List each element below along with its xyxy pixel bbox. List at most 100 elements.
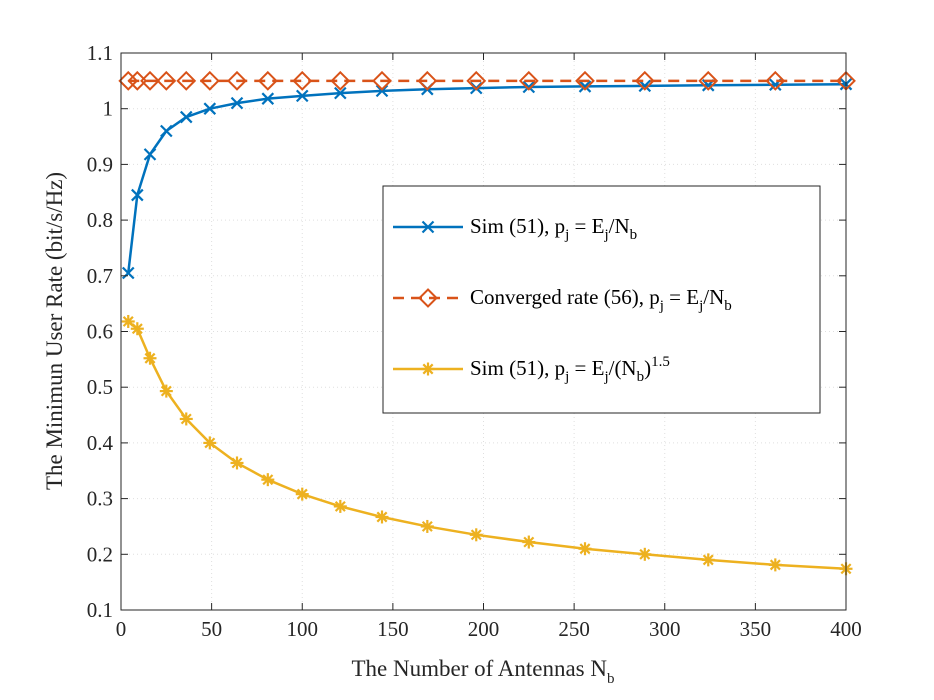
legend-label-converged: Converged rate (56), pj = Ej/Nb <box>470 285 732 314</box>
data-point-sim-power <box>522 535 536 549</box>
asterisk-marker-stroke <box>180 413 192 425</box>
x-marker-stroke <box>334 86 347 100</box>
data-point-converged <box>330 70 351 91</box>
data-point-sim-equal <box>121 266 135 280</box>
tick-labels: 0 50 100 150 200 250 300 350 400 0.1 0.2 0.3 0.4 0.5 0… <box>87 41 862 641</box>
data-point-sim-equal <box>522 80 536 94</box>
data-point-sim-power <box>203 436 217 450</box>
x-tick-label: 350 <box>740 617 772 641</box>
diamond-marker-shape <box>140 70 160 91</box>
y-tick-label: 0.5 <box>87 375 113 399</box>
data-point-converged <box>518 70 539 91</box>
diamond-marker-shape <box>466 70 487 91</box>
x-tick-label: 250 <box>558 617 590 641</box>
legend-marker-sim-power <box>421 362 435 376</box>
data-point-sim-power <box>701 553 715 567</box>
data-point-converged <box>417 70 438 91</box>
data-point-sim-power <box>143 351 157 365</box>
diamond-marker-shape <box>292 70 313 91</box>
data-point-sim-power <box>130 322 144 336</box>
data-point-converged <box>140 70 160 91</box>
ticks <box>120 52 847 611</box>
data-point-sim-equal <box>143 148 157 161</box>
diamond-marker-shape <box>330 70 351 91</box>
y-tick-label: 0.6 <box>87 320 113 344</box>
data-point-sim-power <box>230 456 244 470</box>
data-point-sim-power <box>420 519 434 533</box>
asterisk-marker-stroke <box>422 363 434 375</box>
asterisk-marker-stroke <box>769 559 781 571</box>
data-point-sim-equal <box>578 80 592 93</box>
x-tick-label: 100 <box>287 617 319 641</box>
data-point-sim-equal <box>295 89 309 103</box>
diamond-marker-shape <box>418 288 438 308</box>
data-point-converged <box>292 70 313 91</box>
x-marker-stroke <box>121 266 135 280</box>
x-tick-label: 400 <box>830 617 862 641</box>
data-point-sim-power <box>469 528 483 542</box>
data-point-sim-equal <box>334 86 347 100</box>
asterisk-marker-stroke <box>296 488 308 500</box>
data-point-converged <box>199 70 220 91</box>
diamond-marker-shape <box>227 70 247 91</box>
asterisk-marker-stroke <box>231 457 243 469</box>
data-point-sim-equal <box>203 102 217 115</box>
data-point-sim-power <box>261 473 275 487</box>
legend-subscript: j <box>659 298 664 314</box>
y-tick-label: 0.2 <box>87 542 113 566</box>
legend-text-main: Converged rate (56), p <box>470 285 660 309</box>
legend-subscript: j <box>698 298 703 314</box>
legend-superscript: 1.5 <box>651 354 670 370</box>
legend-text-main: Sim (51), p <box>470 214 565 238</box>
diamond-marker-shape <box>575 70 595 91</box>
x-marker-stroke <box>179 110 193 124</box>
x-axis-label: The Number of Antennas Nb <box>352 656 615 687</box>
data-point-sim-power <box>121 314 135 328</box>
x-marker-stroke <box>261 92 275 105</box>
data-point-converged <box>176 70 197 91</box>
legend-marker-sim-equal <box>421 220 435 234</box>
legend-text-mid: = E <box>569 356 604 380</box>
data-point-sim-equal <box>375 84 389 98</box>
legend-subscript: j <box>603 227 608 243</box>
y-axis-label: The Minimun User Rate (bit/s/Hz) <box>42 172 67 490</box>
asterisk-marker-stroke <box>262 474 274 486</box>
x-marker-stroke <box>131 188 144 202</box>
asterisk-marker-stroke <box>122 316 134 327</box>
diamond-marker-shape <box>417 70 438 91</box>
diamond-marker-shape <box>634 70 655 91</box>
data-point-sim-equal <box>638 79 652 93</box>
asterisk-marker-stroke <box>470 529 482 541</box>
diamond-marker-shape <box>765 70 786 91</box>
x-marker-stroke <box>143 148 157 161</box>
legend-subscript: j <box>564 227 569 243</box>
data-point-converged <box>118 70 139 91</box>
data-point-sim-power <box>375 510 389 524</box>
diamond-marker-shape <box>156 70 177 91</box>
x-marker-stroke <box>375 84 389 98</box>
legend-subscript: j <box>564 369 569 385</box>
legend-text-tail: /N <box>703 285 724 309</box>
data-point-converged <box>698 70 719 91</box>
y-tick-label: 1 <box>103 97 114 121</box>
x-tick-label: 50 <box>201 617 222 641</box>
legend-subscript: b <box>637 369 645 385</box>
asterisk-marker-stroke <box>160 385 172 397</box>
data-point-sim-power <box>638 547 652 561</box>
data-point-sim-power <box>768 558 782 572</box>
diamond-marker-shape <box>176 70 197 91</box>
legend-subscript: j <box>603 369 608 385</box>
data-point-sim-equal <box>179 110 193 124</box>
asterisk-marker-stroke <box>579 543 591 555</box>
diamond-marker-shape <box>257 70 278 91</box>
x-marker-stroke <box>578 80 592 93</box>
y-tick-label: 1.1 <box>87 41 113 65</box>
legend-marker-converged <box>418 288 438 308</box>
legend-text-mid: = E <box>664 285 699 309</box>
x-marker-stroke <box>638 79 652 93</box>
diamond-marker-shape <box>118 70 139 91</box>
x-marker-stroke <box>295 89 309 103</box>
x-marker-stroke <box>522 80 536 94</box>
